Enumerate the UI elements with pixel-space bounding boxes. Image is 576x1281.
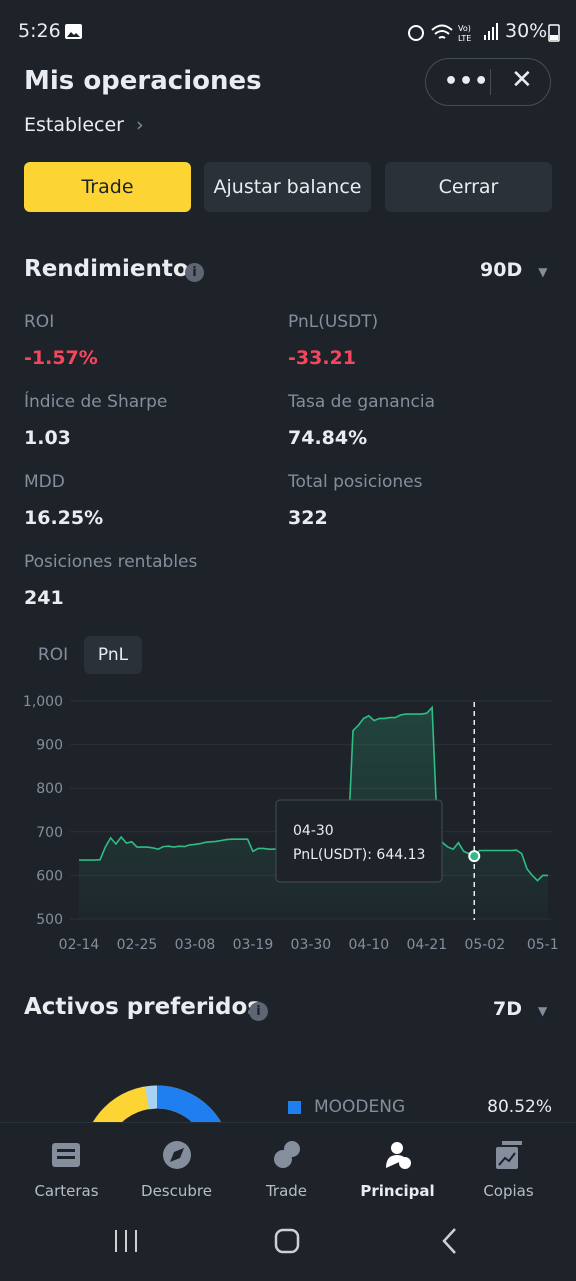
battery-icon xyxy=(548,24,560,42)
stat-value: 241 xyxy=(24,587,64,609)
x-tick-label: 03-30 xyxy=(291,937,332,953)
assets-section: Activos preferidos i 7D ▼ MOODENG 80.52% xyxy=(0,980,576,1122)
more-button[interactable]: ••• xyxy=(444,69,490,94)
section-title: Rendimiento xyxy=(24,256,189,282)
nav-icons xyxy=(52,1141,522,1169)
stat-label: PnL(USDT) xyxy=(288,312,379,332)
x-tick-label: 04-10 xyxy=(349,937,390,953)
x-tick-label: 02-14 xyxy=(59,937,100,953)
stat-value: 16.25% xyxy=(24,507,104,529)
stat-label: Índice de Sharpe xyxy=(24,392,168,412)
x-tick-label: 04-21 xyxy=(406,937,447,953)
nav-item[interactable]: Copias xyxy=(483,1182,534,1200)
x-tick-label: 05-1 xyxy=(527,937,559,953)
adjust-balance-button[interactable]: Ajustar balance xyxy=(204,162,371,212)
x-tick-label: 05-02 xyxy=(464,937,505,953)
svg-text:LTE: LTE xyxy=(458,34,471,43)
divider xyxy=(490,69,491,95)
svg-text:Vo): Vo) xyxy=(458,24,471,33)
gallery-icon xyxy=(65,24,82,39)
y-tick-label: 500 xyxy=(36,912,63,928)
roi-tab[interactable]: ROI xyxy=(37,645,69,665)
info-icon[interactable]: i xyxy=(249,1002,268,1021)
x-tick-label: 03-08 xyxy=(175,937,216,953)
set-link-text: Establecer xyxy=(24,114,124,136)
period-select[interactable]: 7D ▼ xyxy=(493,998,548,1020)
stat-label: MDD xyxy=(24,472,65,492)
stat-value: 322 xyxy=(288,507,328,529)
y-tick-label: 900 xyxy=(36,738,63,754)
period-select[interactable]: 90D ▼ xyxy=(480,259,548,281)
stat-label: Posiciones rentables xyxy=(24,552,198,572)
nav-item[interactable]: Descubre xyxy=(141,1182,212,1200)
info-icon[interactable]: i xyxy=(185,263,204,282)
nav-item[interactable]: Carteras xyxy=(34,1182,99,1200)
asset-donut xyxy=(92,1085,222,1122)
period-text: 90D xyxy=(480,259,523,281)
y-tick-label: 800 xyxy=(36,781,63,797)
tooltip xyxy=(275,799,443,883)
highlight-point xyxy=(468,850,481,863)
tooltip-label: PnL(USDT): 644.13 xyxy=(293,847,425,863)
stat-label: Tasa de ganancia xyxy=(288,392,435,412)
stat-value: 1.03 xyxy=(24,427,71,449)
page-title: Mis operaciones xyxy=(24,66,262,96)
y-tick-label: 1,000 xyxy=(23,694,63,710)
stat-value: -1.57% xyxy=(24,347,98,369)
donut-other xyxy=(144,1085,158,1110)
system-nav xyxy=(115,1228,456,1254)
nav-item[interactable]: Trade xyxy=(265,1182,308,1200)
y-tick-label: 700 xyxy=(36,825,63,841)
pnl-tab[interactable]: PnL xyxy=(84,636,142,674)
trade-button[interactable]: Trade xyxy=(24,162,191,212)
close-position-button[interactable]: Cerrar xyxy=(385,162,552,212)
period-text: 7D xyxy=(493,998,522,1020)
pnl-chart: 500 600 700 800 900 1,000 02-14 02-25 03-08 03-19… xyxy=(23,694,559,953)
donut-segment xyxy=(156,1085,221,1122)
legend-label: MOODENG xyxy=(314,1097,406,1117)
legend-swatch xyxy=(288,1101,301,1114)
x-tick-label: 03-19 xyxy=(233,937,274,953)
set-link[interactable]: Establecer › xyxy=(24,114,144,136)
stat-value: -33.21 xyxy=(288,347,356,369)
y-tick-label: 600 xyxy=(36,868,63,884)
header-actions: ••• ✕ xyxy=(425,58,551,106)
section-title: Activos preferidos xyxy=(24,994,261,1020)
tooltip-title: 04-30 xyxy=(293,823,334,839)
status-time: 5:26 xyxy=(18,20,61,42)
legend-value: 80.52% xyxy=(487,1097,552,1117)
stat-value: 74.84% xyxy=(288,427,368,449)
status-icons: Vo)LTE xyxy=(408,23,498,43)
nav-item[interactable]: Principal xyxy=(360,1182,435,1200)
stat-label: ROI xyxy=(24,312,55,332)
x-tick-label: 02-25 xyxy=(117,937,158,953)
stat-label: Total posiciones xyxy=(288,472,423,492)
close-button[interactable]: ✕ xyxy=(511,65,533,95)
battery-level: 30% xyxy=(505,20,548,42)
